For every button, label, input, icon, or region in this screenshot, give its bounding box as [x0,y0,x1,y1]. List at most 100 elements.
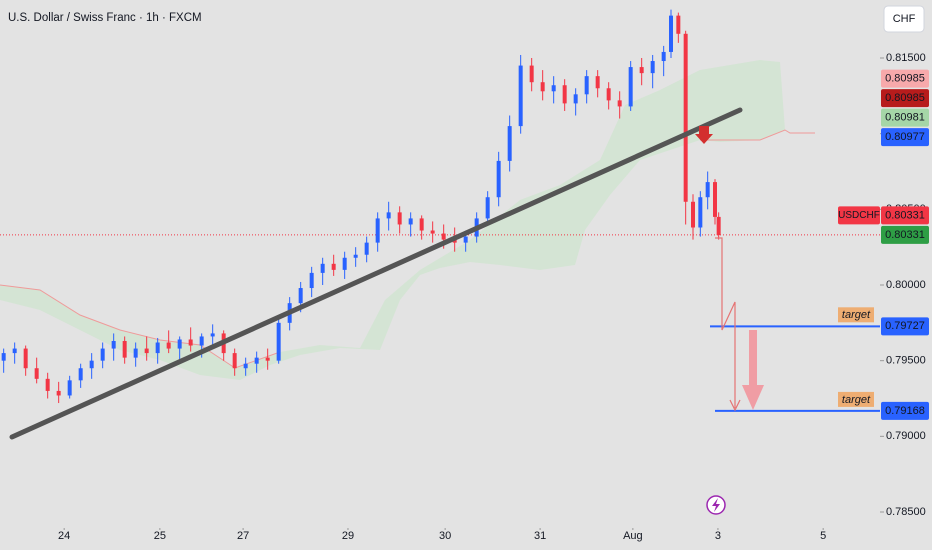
sell-marker [695,126,713,144]
candle-body [166,342,171,349]
price-tag-label: 0.80985 [885,73,925,85]
target-arrow [742,330,764,410]
x-tick-label: 29 [342,530,354,542]
candle-body [676,15,681,34]
ichimoku-cloud [0,60,785,380]
candle-body [133,348,138,358]
currency-button[interactable] [883,5,925,33]
x-tick-label: 31 [534,530,546,542]
candle-body [584,76,589,95]
target-label-bg [838,391,874,407]
candle-body [408,218,413,225]
price-tag-label: 0.80331 [885,229,925,241]
candle-body [683,33,688,202]
x-tick-label: 3 [715,530,721,542]
price-tag-label: 0.80985 [885,92,925,104]
price-tag [881,108,929,127]
x-tick-label: 24 [58,530,70,542]
candle-body [669,15,673,52]
price-tag [881,225,929,244]
candle-body [144,348,149,354]
candle-body [628,67,633,107]
currency-button-label[interactable]: CHF [893,13,916,25]
target-label: target [842,309,871,321]
y-tick-label: 0.81500 [886,52,926,64]
price-tag-label: 0.79727 [885,320,925,332]
candle-body [177,339,182,349]
candle-body [210,333,215,337]
candle-body [650,61,655,74]
candle-body [562,85,567,104]
plot: target target [1,9,880,412]
candle-body [111,340,116,349]
candle-body [698,197,703,228]
candle-body [56,390,61,396]
candle-body [540,82,545,92]
candle-body [606,88,611,101]
y-tick-label: 0.79500 [886,355,926,367]
candle-body [573,94,578,104]
candle-body [430,230,435,234]
candle-body [67,380,72,396]
candle-body [342,257,347,270]
trend-line [9,107,743,440]
candle-body [691,201,695,228]
price-tag [881,69,929,88]
candle-body [155,342,160,354]
event-icon-bolt [712,498,720,512]
candle-body [716,216,721,236]
candle-body [199,336,204,346]
candle-body [507,126,512,161]
candle-body [232,353,237,369]
y-tick-label: 0.80000 [886,279,926,291]
x-tick-label: 25 [154,530,166,542]
candle-body [1,353,6,361]
candle-body [276,322,281,361]
candle-body [496,160,501,198]
candle-body [441,233,446,240]
candle-body [364,242,369,255]
price-tag [881,401,929,420]
candle-body [309,272,314,289]
candle-body [463,236,468,243]
symbol-tag [838,206,880,225]
candle-body [254,357,259,364]
candle-body [100,348,105,361]
price-tag [881,206,929,225]
candle-body [331,263,336,270]
candle-body [705,182,710,198]
candle-body [265,357,270,361]
candle-body [386,212,391,219]
candle-body [551,85,556,92]
cloud-edge [700,129,815,141]
y-tick-label: 0.78500 [886,506,926,518]
y-tick-label: 0.79000 [886,430,926,442]
candle-body [243,363,248,369]
x-tick-label: 27 [237,530,249,542]
chart-title: U.S. Dollar / Swiss Franc · 1h · FXCM [8,12,202,24]
candle-body [298,288,303,304]
target-label: target [842,394,871,406]
candle-body [188,339,193,346]
candle-body [12,348,17,354]
candle-body [45,378,50,391]
candle-body [23,348,28,369]
cloud-edge [0,284,281,369]
candle-body [617,100,622,107]
candle-body [485,197,490,219]
candle-body [595,76,600,89]
candle-body [452,239,457,243]
x-tick-label: 30 [439,530,451,542]
candle-body [122,340,127,358]
projection-arrow [729,399,741,412]
target-label-bg [838,307,874,323]
x-tick-label: 5 [820,530,826,542]
candle-body [661,51,666,62]
candle-body [419,218,424,231]
price-tag [881,317,929,336]
candle-body [353,254,358,258]
symbol-tag-label: USDCHF [838,210,880,221]
price-tag-label: 0.80981 [885,112,925,124]
